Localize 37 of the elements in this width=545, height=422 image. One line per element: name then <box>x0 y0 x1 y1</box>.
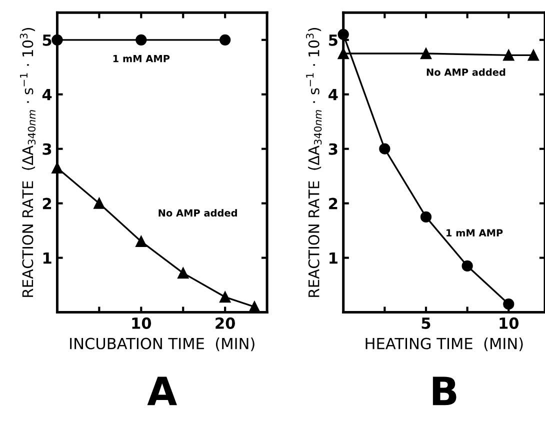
y-axis-title: REACTION RATE (ΔA$_{340nm}$ · s$^{−1}$ · 10$^{3}$) <box>306 28 322 297</box>
y-tick-label: 3 <box>328 143 338 155</box>
point <box>136 34 147 46</box>
text: No AMP added <box>158 209 237 217</box>
y-tick-label: 4 <box>42 89 52 100</box>
x-tick-label: 10 <box>132 317 152 329</box>
y-axis-title: REACTION RATE (ΔA$_{340nm}$ · s$^{−1}$ · 10$^{3}$) <box>20 28 36 297</box>
series-label: 1 mM AMP <box>113 55 170 62</box>
series-label: 1 mM AMP <box>446 229 503 236</box>
x-tick-label: 20 <box>216 317 235 329</box>
point <box>379 143 390 154</box>
x-tick-label: 10 <box>500 317 519 329</box>
y-tick-label: 5 <box>329 34 338 46</box>
y-tick-label: 3 <box>42 143 52 155</box>
y-tick-label: 2 <box>329 198 338 210</box>
point <box>220 291 231 303</box>
point <box>528 50 539 61</box>
text: A <box>147 376 177 406</box>
point <box>136 236 147 248</box>
point <box>94 198 105 209</box>
point <box>503 50 514 61</box>
x-tick-label: 5 <box>422 318 430 329</box>
y-tick-label: 1 <box>43 252 52 264</box>
point <box>220 34 231 46</box>
point <box>420 211 432 222</box>
y-tick-label: 5 <box>42 34 52 46</box>
y-tick-label: 4 <box>328 89 338 100</box>
point <box>503 298 514 310</box>
series-label: No AMP added <box>426 68 506 76</box>
text: B <box>432 376 456 406</box>
x-axis-title: INCUBATION TIME (MIN) <box>70 338 254 352</box>
y-tick-label: 1 <box>330 252 338 264</box>
point <box>420 48 432 60</box>
point <box>462 260 473 272</box>
point <box>178 268 189 279</box>
y-tick-label: 2 <box>42 198 52 210</box>
x-axis-title: HEATING TIME (MIN) <box>366 338 523 352</box>
